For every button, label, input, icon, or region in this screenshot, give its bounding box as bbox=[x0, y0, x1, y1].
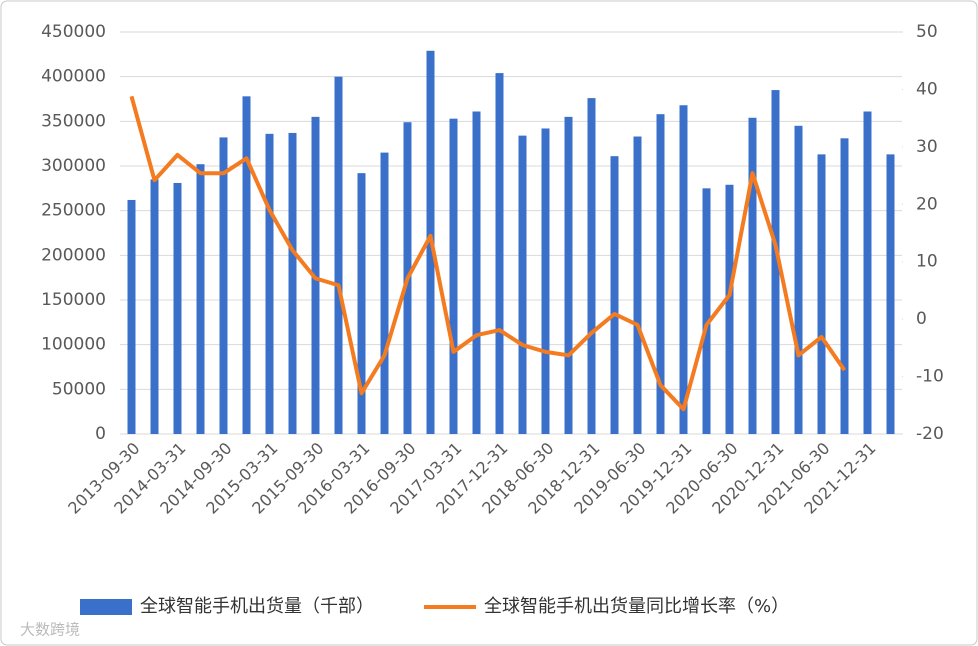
y2-tick-label: 10 bbox=[916, 252, 938, 272]
bar bbox=[196, 164, 205, 435]
bar bbox=[771, 90, 780, 435]
bar bbox=[610, 156, 619, 434]
bar bbox=[656, 114, 665, 434]
bar bbox=[702, 188, 711, 434]
bar bbox=[840, 138, 849, 434]
bar bbox=[817, 154, 826, 435]
bar bbox=[357, 173, 366, 434]
bar bbox=[748, 117, 757, 434]
y-tick-label: 200000 bbox=[41, 245, 106, 265]
bar bbox=[380, 152, 389, 434]
bar bbox=[173, 182, 182, 434]
bar bbox=[288, 132, 297, 435]
bar bbox=[633, 136, 642, 434]
y2-tick-label: -10 bbox=[916, 367, 944, 387]
watermark: 大数跨境 bbox=[20, 621, 80, 639]
bar bbox=[725, 184, 734, 434]
bar bbox=[334, 76, 343, 435]
bar bbox=[587, 98, 596, 435]
legend-label: 全球智能手机出货量同比增长率（%） bbox=[484, 596, 789, 617]
y2-tick-label: -20 bbox=[916, 424, 944, 444]
bar bbox=[449, 118, 458, 435]
y-tick-label: 450000 bbox=[41, 22, 106, 42]
bar bbox=[564, 116, 573, 434]
bar bbox=[150, 179, 159, 434]
y-tick-label: 400000 bbox=[41, 67, 106, 87]
y2-tick-label: 40 bbox=[916, 79, 938, 99]
y-tick-label: 0 bbox=[95, 424, 106, 444]
y2-tick-label: 0 bbox=[916, 309, 927, 329]
y-tick-label: 300000 bbox=[41, 156, 106, 176]
bar bbox=[863, 111, 872, 435]
y2-tick-label: 30 bbox=[916, 137, 938, 157]
line bbox=[129, 95, 847, 412]
y2-tick-label: 20 bbox=[916, 194, 938, 214]
legend-swatch bbox=[80, 599, 132, 615]
y-tick-label: 50000 bbox=[52, 379, 106, 399]
bar bbox=[541, 128, 550, 435]
bar bbox=[265, 133, 274, 434]
legend-label: 全球智能手机出货量（千部） bbox=[140, 596, 374, 617]
y-tick-label: 150000 bbox=[41, 290, 106, 310]
bar bbox=[679, 105, 688, 435]
bar bbox=[495, 73, 504, 435]
y-tick-label: 250000 bbox=[41, 201, 106, 221]
bar bbox=[242, 96, 251, 434]
bar bbox=[472, 111, 481, 435]
bar bbox=[219, 137, 228, 434]
bar bbox=[794, 125, 803, 435]
y-tick-label: 350000 bbox=[41, 111, 106, 131]
bar bbox=[886, 154, 895, 435]
bar bbox=[127, 199, 136, 434]
y-tick-label: 100000 bbox=[41, 335, 106, 355]
y2-tick-label: 50 bbox=[916, 22, 938, 42]
bar bbox=[518, 135, 527, 435]
